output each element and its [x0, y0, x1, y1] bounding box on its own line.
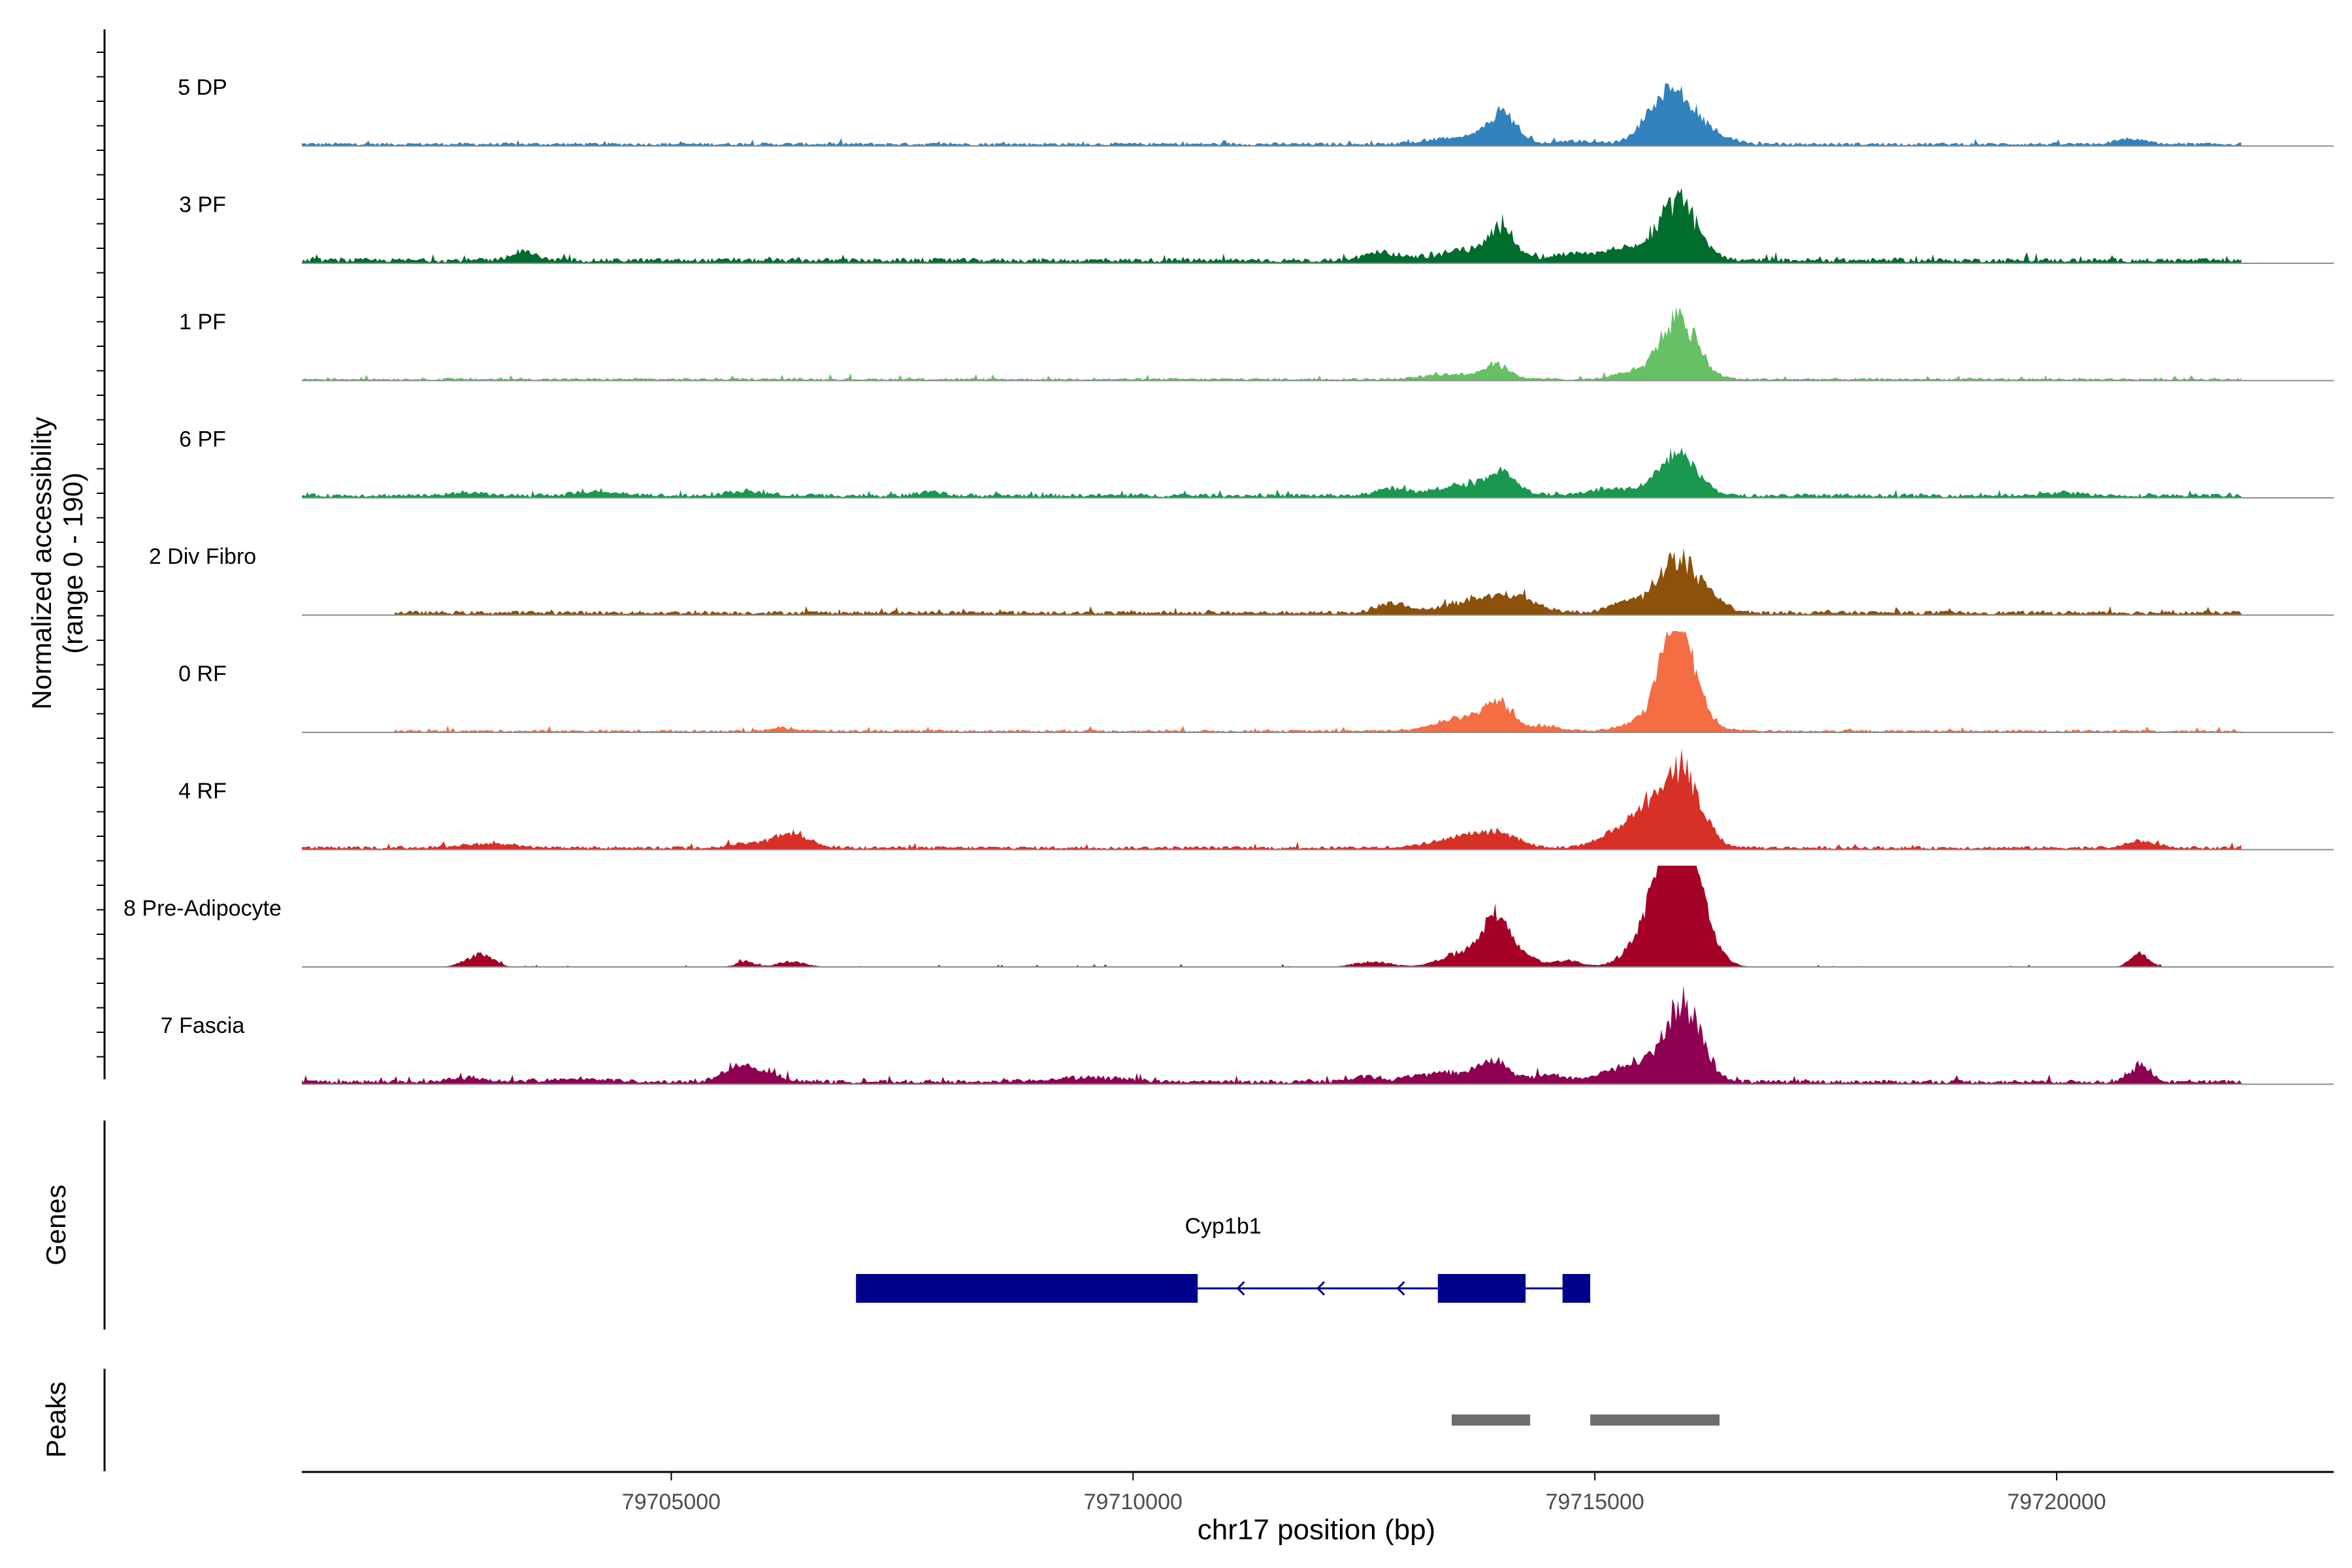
coverage-area-6-pf: [302, 447, 2242, 498]
track-6-pf: 6 PF: [179, 427, 2334, 498]
coverage-area-3-pf: [302, 188, 2242, 263]
x-axis-ticks: 79705000 79710000 79715000 79720000: [622, 1472, 2106, 1514]
track-8-pre-adipocyte: 8 Pre-Adipocyte: [123, 866, 2334, 968]
gene-exon: [1562, 1274, 1591, 1303]
track-2-div-fibro: 2 Div Fibro: [149, 544, 2334, 616]
x-tick-label: 79705000: [622, 1490, 721, 1514]
peak-region: [1590, 1414, 1720, 1426]
gene-name-label: Cyp1b1: [1185, 1214, 1262, 1239]
track-7-fascia: 7 Fascia: [161, 985, 2334, 1085]
track-label-6-pf: 6 PF: [179, 427, 226, 452]
track-label-5-dp: 5 DP: [178, 75, 227, 100]
track-1-pf: 1 PF: [179, 306, 2334, 382]
track-label-3-pf: 3 PF: [179, 193, 226, 218]
y-axis-title-line1: Normalized accessibility: [26, 417, 57, 710]
coverage-area-2-div-fibro: [394, 548, 2242, 615]
coverage-area-8-pre-adipocyte: [440, 866, 2242, 967]
gene-cyp1b1: Cyp1b1: [856, 1214, 1591, 1303]
strand-arrow: [1396, 1281, 1405, 1296]
track-3-pf: 3 PF: [179, 188, 2334, 264]
gene-exon: [1437, 1274, 1526, 1303]
coverage-area-7-fascia: [302, 985, 2242, 1085]
y-axis-title-line2: (range 0 - 190): [57, 472, 88, 654]
gene-annotations: Cyp1b1: [856, 1214, 1591, 1303]
x-axis-title: chr17 position (bp): [1198, 1514, 1435, 1546]
strand-arrow: [1236, 1281, 1245, 1296]
track-label-0-rf: 0 RF: [178, 662, 227, 687]
y-axis-title: Normalized accessibility (range 0 - 190): [26, 417, 88, 710]
track-0-rf: 0 RF: [178, 631, 2334, 733]
track-4-rf: 4 RF: [178, 749, 2334, 851]
x-tick-label: 79715000: [1545, 1490, 1644, 1514]
peak-regions: [1451, 1414, 1720, 1426]
coverage-area-1-pf: [302, 306, 2242, 381]
x-tick-label: 79720000: [2007, 1490, 2106, 1514]
track-label-1-pf: 1 PF: [179, 310, 226, 335]
track-5-dp: 5 DP: [178, 75, 2334, 147]
track-label-8-pre-adipocyte: 8 Pre-Adipocyte: [123, 896, 282, 921]
coverage-area-5-dp: [302, 83, 2242, 146]
gene-exon: [856, 1274, 1198, 1303]
coverage-area-0-rf: [394, 631, 2242, 732]
coverage-tracks: 5 DP 3 PF 1 PF 6 PF 2 Div Fibro 0 RF 4 RF 8 Pre…: [123, 75, 2334, 1085]
coverage-axis-ticks: [97, 52, 105, 1058]
track-label-2-div-fibro: 2 Div Fibro: [149, 544, 256, 569]
track-label-4-rf: 4 RF: [178, 779, 227, 804]
strand-arrow: [1316, 1281, 1326, 1296]
peak-region: [1451, 1414, 1531, 1426]
coverage-area-4-rf: [302, 749, 2242, 850]
x-tick-label: 79710000: [1084, 1490, 1183, 1514]
track-label-7-fascia: 7 Fascia: [161, 1013, 245, 1038]
peaks-track-label: Peaks: [41, 1382, 71, 1458]
genes-track-label: Genes: [41, 1184, 71, 1266]
